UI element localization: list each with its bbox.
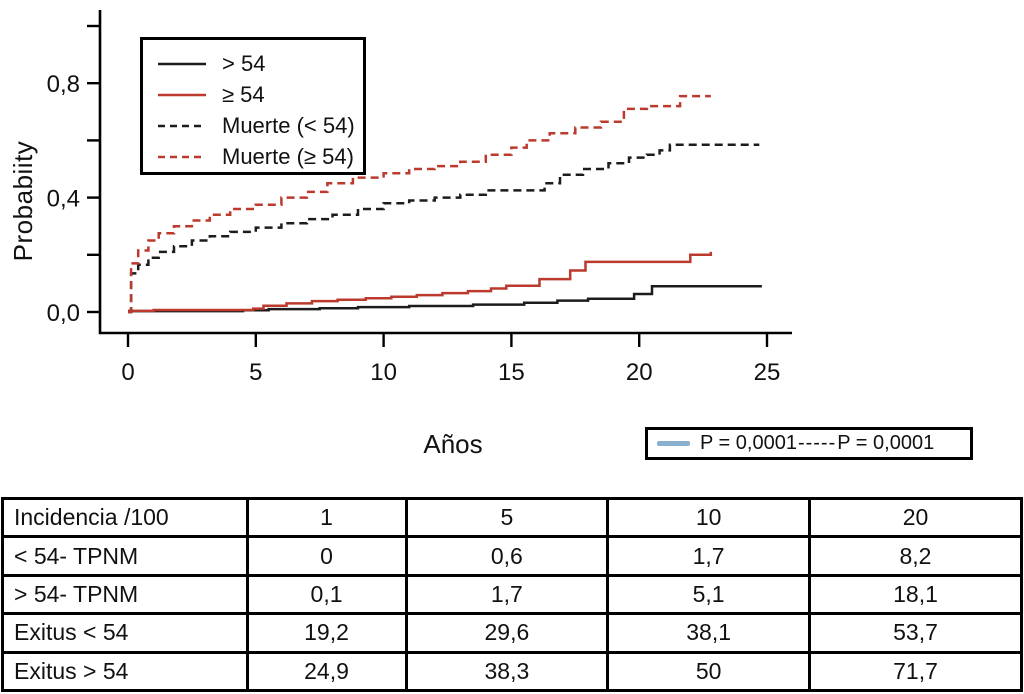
table-header-cell: 5 [404, 496, 610, 539]
legend-label: Muerte (< 54) [222, 112, 355, 138]
svg-text:25: 25 [754, 359, 781, 386]
table-cell: > 54- TPNM [1, 573, 249, 616]
table-cell: 19,2 [245, 612, 408, 654]
legend-label: Muerte (≥ 54) [222, 143, 354, 169]
table-row: Exitus < 54 19,2 29,6 38,1 53,7 [1, 612, 1023, 654]
legend-line-dashed-red [158, 155, 206, 158]
pvalue-solid-text: P = 0,0001 [700, 432, 797, 454]
legend-line-solid-black [158, 62, 206, 65]
table-cell: 24,9 [245, 650, 408, 693]
table-cell: 0 [245, 535, 408, 577]
legend-label: > 54 [222, 50, 266, 76]
legend-row: Muerte (≥ 54) [157, 141, 363, 172]
table-header-row: Incidencia /100 1 5 10 20 [1, 496, 1023, 539]
table-cell: Exitus > 54 [1, 650, 249, 693]
table-header-cell: 20 [808, 496, 1023, 539]
legend-row: > 54 [157, 48, 363, 79]
legend-row: ≥ 54 [157, 79, 363, 110]
svg-text:5: 5 [249, 359, 262, 386]
table-cell: 18,1 [808, 573, 1023, 616]
svg-text:0,4: 0,4 [47, 186, 80, 213]
pvalue-dashed-text: P = 0,0001 [837, 432, 935, 454]
chart-legend: > 54 ≥ 54 Muerte (< 54) Muerte (≥ 54) [140, 37, 366, 175]
table-cell: < 54- TPNM [1, 535, 249, 577]
table-cell: 53,7 [808, 612, 1023, 654]
table-cell: 29,6 [404, 612, 610, 654]
table-row: < 54- TPNM 0 0,6 1,7 8,2 [1, 535, 1023, 577]
incidence-table-wrap: Incidencia /100 1 5 10 20 < 54- TPNM 0 0… [1, 496, 1023, 693]
table-cell: 5,1 [606, 573, 811, 616]
table-row: > 54- TPNM 0,1 1,7 5,1 18,1 [1, 573, 1023, 616]
svg-text:0,0: 0,0 [47, 300, 80, 327]
table-cell: 0,6 [404, 535, 610, 577]
table-cell: 38,1 [606, 612, 811, 654]
table-cell: 71,7 [808, 650, 1023, 693]
table-cell: 0,1 [245, 573, 408, 616]
y-axis-label: Probabiity [8, 140, 38, 262]
svg-text:0: 0 [121, 359, 134, 386]
table-header-cell: 10 [606, 496, 811, 539]
table-cell: 38,3 [404, 650, 610, 693]
table-row: Exitus > 54 24,9 38,3 50 71,7 [1, 650, 1023, 693]
incidence-chart: 0,0 0,4 0,8 0 5 10 15 20 25 [47, 10, 792, 386]
table-header-cell: 1 [245, 496, 408, 539]
svg-text:15: 15 [498, 359, 525, 386]
table-cell: Exitus < 54 [1, 612, 249, 654]
pvalue-box: P = 0,0001 ----- P = 0,0001 [645, 427, 973, 460]
svg-text:20: 20 [626, 359, 653, 386]
legend-line-solid-red [158, 93, 206, 96]
legend-line-dashed-black [158, 124, 206, 127]
incidence-table: Incidencia /100 1 5 10 20 < 54- TPNM 0 0… [1, 496, 1023, 693]
svg-text:0,8: 0,8 [47, 71, 80, 98]
pvalue-solid-line-icon [657, 441, 690, 446]
x-axis-label: Años [423, 429, 483, 459]
legend-label: ≥ 54 [222, 81, 265, 107]
table-header-cell: Incidencia /100 [1, 496, 249, 539]
svg-text:10: 10 [370, 359, 397, 386]
table-cell: 8,2 [808, 535, 1023, 577]
table-cell: 50 [606, 650, 811, 693]
table-cell: 1,7 [606, 535, 811, 577]
legend-row: Muerte (< 54) [157, 110, 363, 141]
table-cell: 1,7 [404, 573, 610, 616]
pvalue-dashed-line-icon: ----- [797, 432, 837, 454]
